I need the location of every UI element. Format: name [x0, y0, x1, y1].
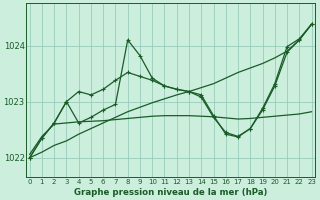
X-axis label: Graphe pression niveau de la mer (hPa): Graphe pression niveau de la mer (hPa): [74, 188, 267, 197]
